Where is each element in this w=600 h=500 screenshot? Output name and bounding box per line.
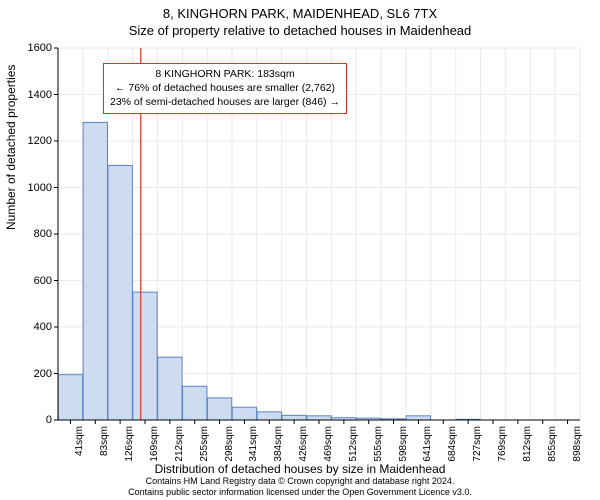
histogram-bar	[232, 407, 256, 420]
histogram-bar	[282, 415, 306, 420]
x-tick-label: 169sqm	[149, 426, 160, 466]
y-axis-label: Number of detached properties	[4, 65, 18, 230]
plot-area: 8 KINGHORN PARK: 183sqm ← 76% of detache…	[58, 48, 580, 420]
x-tick-label: 684sqm	[447, 426, 458, 466]
x-tick-label: 126sqm	[124, 426, 135, 466]
histogram-bar	[158, 357, 182, 420]
y-tick-label: 1000	[20, 182, 52, 194]
address-line: 8, KINGHORN PARK, MAIDENHEAD, SL6 7TX	[0, 6, 600, 23]
x-axis-label: Distribution of detached houses by size …	[0, 462, 600, 476]
footer-attribution: Contains HM Land Registry data © Crown c…	[0, 476, 600, 499]
histogram-bar	[83, 122, 107, 420]
x-tick-label: 255sqm	[199, 426, 210, 466]
x-tick-label: 341sqm	[248, 426, 259, 466]
x-tick-label: 426sqm	[298, 426, 309, 466]
annotation-line-1: 8 KINGHORN PARK: 183sqm	[110, 67, 340, 81]
annotation-line-2: ← 76% of detached houses are smaller (2,…	[110, 81, 340, 95]
y-tick-label: 0	[20, 414, 52, 426]
x-tick-label: 41sqm	[74, 426, 85, 466]
histogram-bar	[307, 416, 331, 420]
y-tick-label: 200	[20, 368, 52, 380]
x-tick-label: 898sqm	[572, 426, 583, 466]
x-tick-label: 298sqm	[224, 426, 235, 466]
footer-line-1: Contains HM Land Registry data © Crown c…	[0, 476, 600, 487]
histogram-bar	[58, 375, 82, 420]
y-tick-label: 400	[20, 321, 52, 333]
x-tick-label: 598sqm	[398, 426, 409, 466]
subtitle-line: Size of property relative to detached ho…	[0, 23, 600, 40]
histogram-bar	[257, 412, 281, 420]
x-tick-label: 384sqm	[273, 426, 284, 466]
x-tick-label: 512sqm	[348, 426, 359, 466]
x-tick-label: 83sqm	[99, 426, 110, 466]
chart-container: 8, KINGHORN PARK, MAIDENHEAD, SL6 7TX Si…	[0, 0, 600, 500]
y-tick-label: 1400	[20, 89, 52, 101]
x-tick-label: 641sqm	[422, 426, 433, 466]
x-tick-label: 769sqm	[497, 426, 508, 466]
annotation-line-3: 23% of semi-detached houses are larger (…	[110, 95, 340, 109]
histogram-bar	[108, 165, 132, 420]
y-tick-label: 800	[20, 228, 52, 240]
histogram-bar	[133, 292, 157, 420]
y-tick-label: 1600	[20, 42, 52, 54]
histogram-bar	[183, 386, 207, 420]
x-tick-label: 855sqm	[547, 426, 558, 466]
footer-line-2: Contains public sector information licen…	[0, 487, 600, 498]
x-tick-label: 555sqm	[373, 426, 384, 466]
property-annotation: 8 KINGHORN PARK: 183sqm ← 76% of detache…	[103, 63, 347, 114]
x-tick-label: 727sqm	[472, 426, 483, 466]
y-tick-label: 1200	[20, 135, 52, 147]
y-tick-label: 600	[20, 275, 52, 287]
x-tick-label: 812sqm	[522, 426, 533, 466]
histogram-bar	[207, 398, 231, 420]
x-tick-label: 212sqm	[174, 426, 185, 466]
x-tick-label: 469sqm	[323, 426, 334, 466]
histogram-bar	[406, 416, 430, 420]
title-block: 8, KINGHORN PARK, MAIDENHEAD, SL6 7TX Si…	[0, 0, 600, 40]
